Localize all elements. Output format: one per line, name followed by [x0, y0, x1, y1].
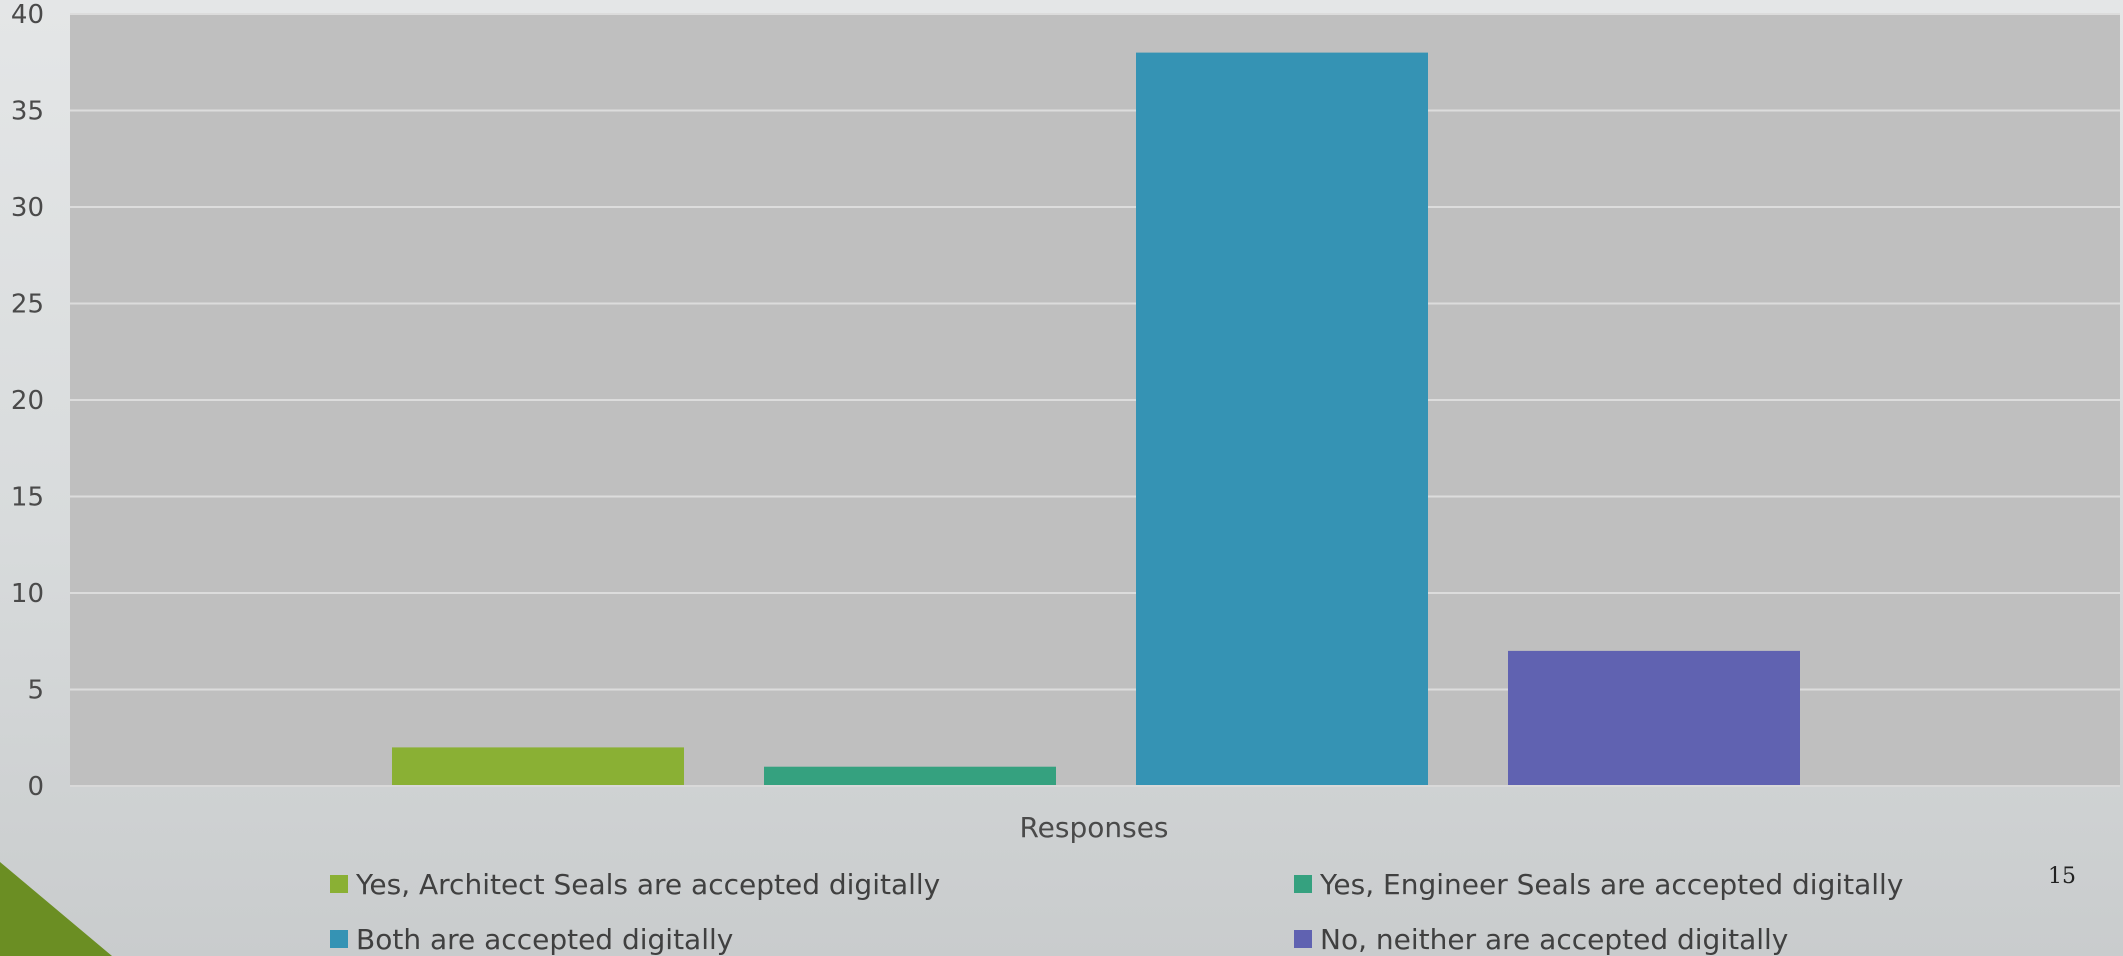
legend-label: No, neither are accepted digitally: [1320, 923, 1788, 956]
y-tick-label: 15: [11, 483, 44, 513]
y-tick-label: 40: [11, 0, 44, 30]
y-tick-label: 10: [11, 579, 44, 609]
bars: [392, 52, 1800, 787]
legend-swatch: [1294, 930, 1312, 948]
legend-label: Yes, Engineer Seals are accepted digital…: [1319, 868, 1903, 901]
y-axis: 0 5 10 15 20 25 30 35 40: [11, 0, 44, 802]
legend: Yes, Architect Seals are accepted digita…: [330, 868, 1903, 956]
y-tick-label: 5: [27, 676, 44, 706]
bar: [1508, 650, 1800, 786]
bar: [392, 747, 684, 786]
bar: [764, 766, 1056, 786]
x-axis-title: Responses: [1019, 811, 1168, 844]
y-tick-label: 35: [11, 97, 44, 127]
y-tick-label: 0: [27, 772, 44, 802]
legend-swatch: [330, 930, 348, 948]
y-tick-label: 30: [11, 193, 44, 223]
page-number: 15: [2048, 864, 2076, 889]
legend-swatch: [1294, 875, 1312, 893]
legend-label: Both are accepted digitally: [356, 923, 733, 956]
gridlines: [70, 13, 2120, 691]
legend-label: Yes, Architect Seals are accepted digita…: [355, 868, 940, 901]
legend-swatch: [330, 875, 348, 893]
y-tick-label: 20: [11, 386, 44, 416]
bar: [1136, 52, 1428, 787]
corner-accent-triangle: [0, 862, 112, 956]
y-tick-label: 25: [11, 290, 44, 320]
